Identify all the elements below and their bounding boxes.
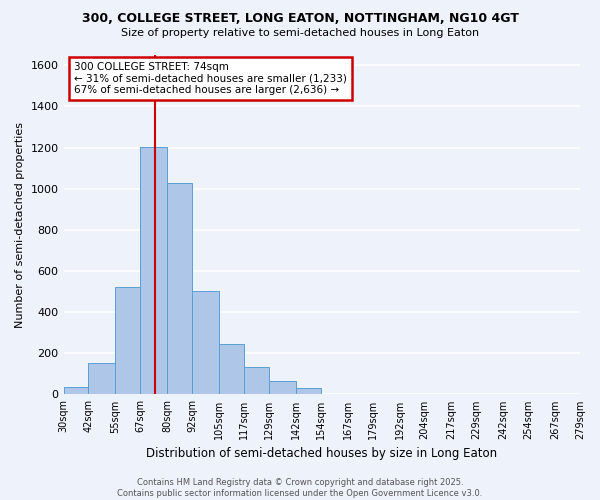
Bar [269,381,296,394]
Bar [88,362,115,394]
Bar [192,290,219,395]
Text: 300 COLLEGE STREET: 74sqm
← 31% of semi-detached houses are smaller (1,233)
67% : 300 COLLEGE STREET: 74sqm ← 31% of semi-… [74,62,347,95]
Y-axis label: Number of semi-detached properties: Number of semi-detached properties [15,122,25,328]
Bar [167,182,192,394]
Bar [296,388,321,394]
Text: Contains HM Land Registry data © Crown copyright and database right 2025.
Contai: Contains HM Land Registry data © Crown c… [118,478,482,498]
Bar [115,288,140,395]
Bar [140,146,167,394]
Bar [64,387,88,394]
Text: 300, COLLEGE STREET, LONG EATON, NOTTINGHAM, NG10 4GT: 300, COLLEGE STREET, LONG EATON, NOTTING… [82,12,518,26]
Bar [244,366,269,394]
Text: Size of property relative to semi-detached houses in Long Eaton: Size of property relative to semi-detach… [121,28,479,38]
Bar [219,344,244,395]
X-axis label: Distribution of semi-detached houses by size in Long Eaton: Distribution of semi-detached houses by … [146,447,497,460]
